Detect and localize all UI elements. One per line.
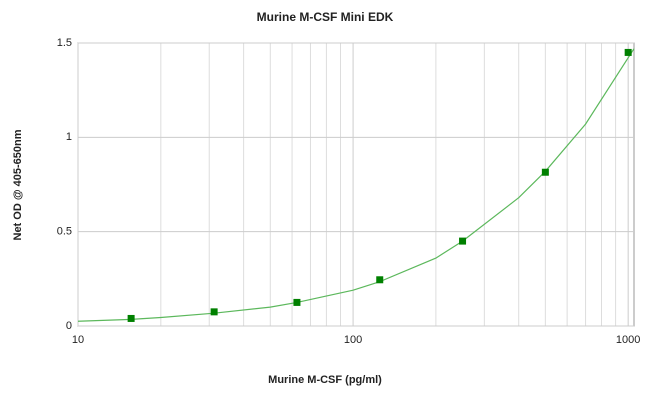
plot-frame xyxy=(77,42,635,327)
data-point xyxy=(624,48,632,56)
data-point xyxy=(127,314,135,322)
y-tick-label: 0 xyxy=(66,320,72,332)
chart-title: Murine M-CSF Mini EDK xyxy=(257,10,394,24)
x-axis-title: Murine M-CSF (pg/ml) xyxy=(268,374,382,386)
x-tick-label: 1000 xyxy=(616,334,640,346)
y-axis-title: Net OD @ 405-650nm xyxy=(12,129,24,240)
data-point xyxy=(376,276,384,284)
y-tick-label: 1 xyxy=(66,131,72,143)
data-point xyxy=(541,168,549,176)
x-tick-label: 10 xyxy=(72,334,84,346)
x-tick-label: 100 xyxy=(344,334,362,346)
data-point xyxy=(293,298,301,306)
fit-curve xyxy=(77,48,635,322)
y-tick-label: 1.5 xyxy=(57,37,72,49)
data-point xyxy=(459,237,467,245)
y-tick-label: 0.5 xyxy=(57,226,72,238)
data-point xyxy=(210,308,218,316)
